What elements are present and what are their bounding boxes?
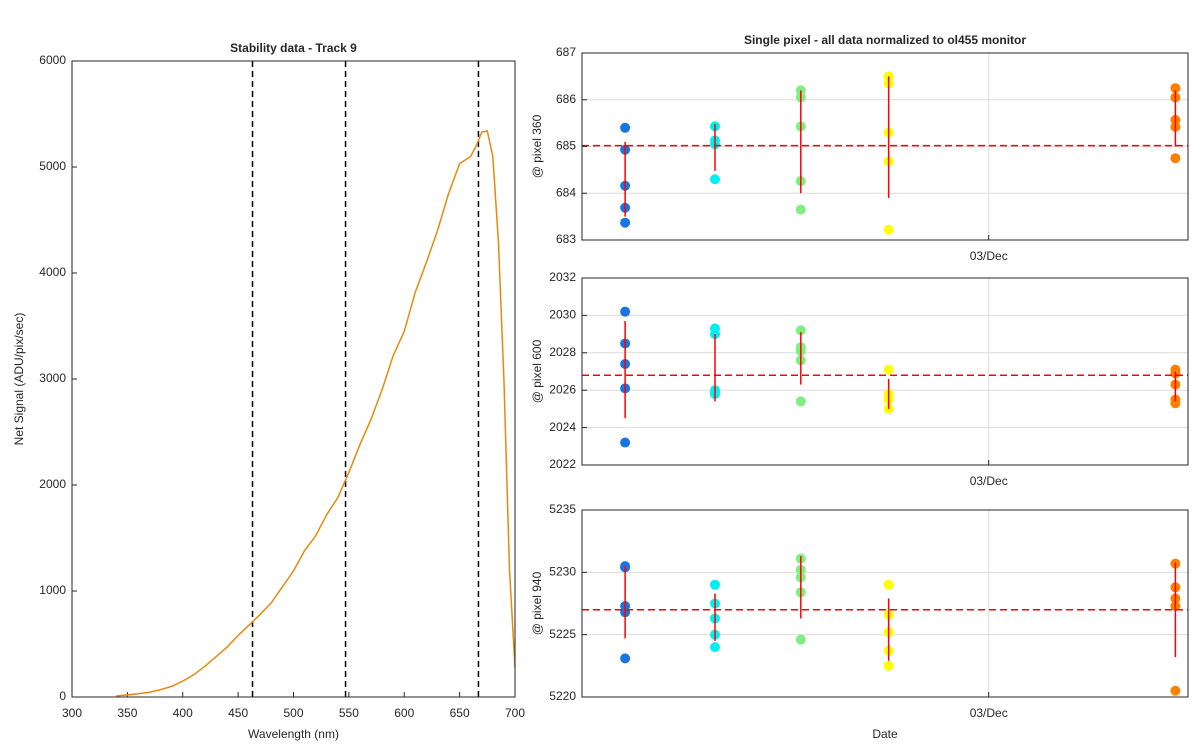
y-tick-label: 0 (59, 689, 66, 703)
axes-box (581, 277, 1189, 466)
chart-title: Stability data - Track 9 (230, 41, 357, 55)
y-axis-label: @ pixel 600 (530, 339, 544, 403)
point (620, 122, 631, 133)
x-tick-label: 500 (283, 706, 303, 720)
chart-title: Single pixel - all data normalized to ol… (744, 33, 1026, 47)
y-tick-label: 3000 (39, 371, 66, 385)
y-tick-label: 1000 (39, 583, 66, 597)
y-tick-label: 6000 (39, 53, 66, 67)
point (1170, 153, 1181, 164)
y-tick-label: 4000 (39, 265, 66, 279)
y-tick-label: 683 (556, 232, 576, 246)
point (620, 437, 631, 448)
axes-box (71, 60, 516, 698)
x-tick-label: 350 (117, 706, 137, 720)
point (883, 224, 894, 235)
point (883, 364, 894, 375)
x-tick-label: 650 (450, 706, 470, 720)
point (620, 306, 631, 317)
y-tick-label: 2022 (549, 457, 576, 471)
x-tick-label: 03/Dec (970, 249, 1008, 263)
axes-box (581, 52, 1189, 241)
y-tick-label: 687 (556, 45, 576, 59)
point (883, 579, 894, 590)
y-axis-label: Net Signal (ADU/pix/sec) (12, 313, 26, 446)
y-tick-label: 2032 (549, 270, 576, 284)
signal-line (116, 130, 516, 697)
x-tick-label: 600 (394, 706, 414, 720)
point (883, 660, 894, 671)
y-tick-label: 684 (556, 185, 576, 199)
axes-box (581, 509, 1189, 698)
x-axis-label: Wavelength (nm) (248, 727, 339, 741)
plot-area (72, 61, 515, 697)
point (795, 325, 806, 336)
y-tick-label: 686 (556, 92, 576, 106)
x-tick-label: 400 (173, 706, 193, 720)
x-tick-label: 03/Dec (970, 474, 1008, 488)
point (1170, 83, 1181, 94)
y-tick-label: 2026 (549, 382, 576, 396)
point (1170, 685, 1181, 696)
point (620, 653, 631, 664)
y-tick-label: 5230 (549, 565, 576, 579)
x-tick-label: 700 (505, 706, 525, 720)
x-tick-label: 550 (339, 706, 359, 720)
x-tick-label: 300 (62, 706, 82, 720)
x-tick-label: 450 (228, 706, 248, 720)
point (620, 217, 631, 228)
y-axis-label: @ pixel 940 (530, 571, 544, 635)
x-axis-label: Date (872, 727, 898, 741)
y-tick-label: 2000 (39, 477, 66, 491)
y-tick-label: 685 (556, 139, 576, 153)
y-tick-label: 2030 (549, 308, 576, 322)
y-tick-label: 5000 (39, 159, 66, 173)
point (709, 579, 720, 590)
y-tick-label: 2028 (549, 345, 576, 359)
y-tick-label: 5220 (549, 689, 576, 703)
point (795, 634, 806, 645)
x-tick-label: 03/Dec (970, 706, 1008, 720)
point (1170, 398, 1181, 409)
y-tick-label: 5235 (549, 502, 576, 516)
y-axis-label: @ pixel 360 (530, 114, 544, 178)
y-tick-label: 5225 (549, 627, 576, 641)
point (795, 204, 806, 215)
point (709, 174, 720, 185)
point (795, 396, 806, 407)
point (709, 642, 720, 653)
y-tick-label: 2024 (549, 420, 576, 434)
